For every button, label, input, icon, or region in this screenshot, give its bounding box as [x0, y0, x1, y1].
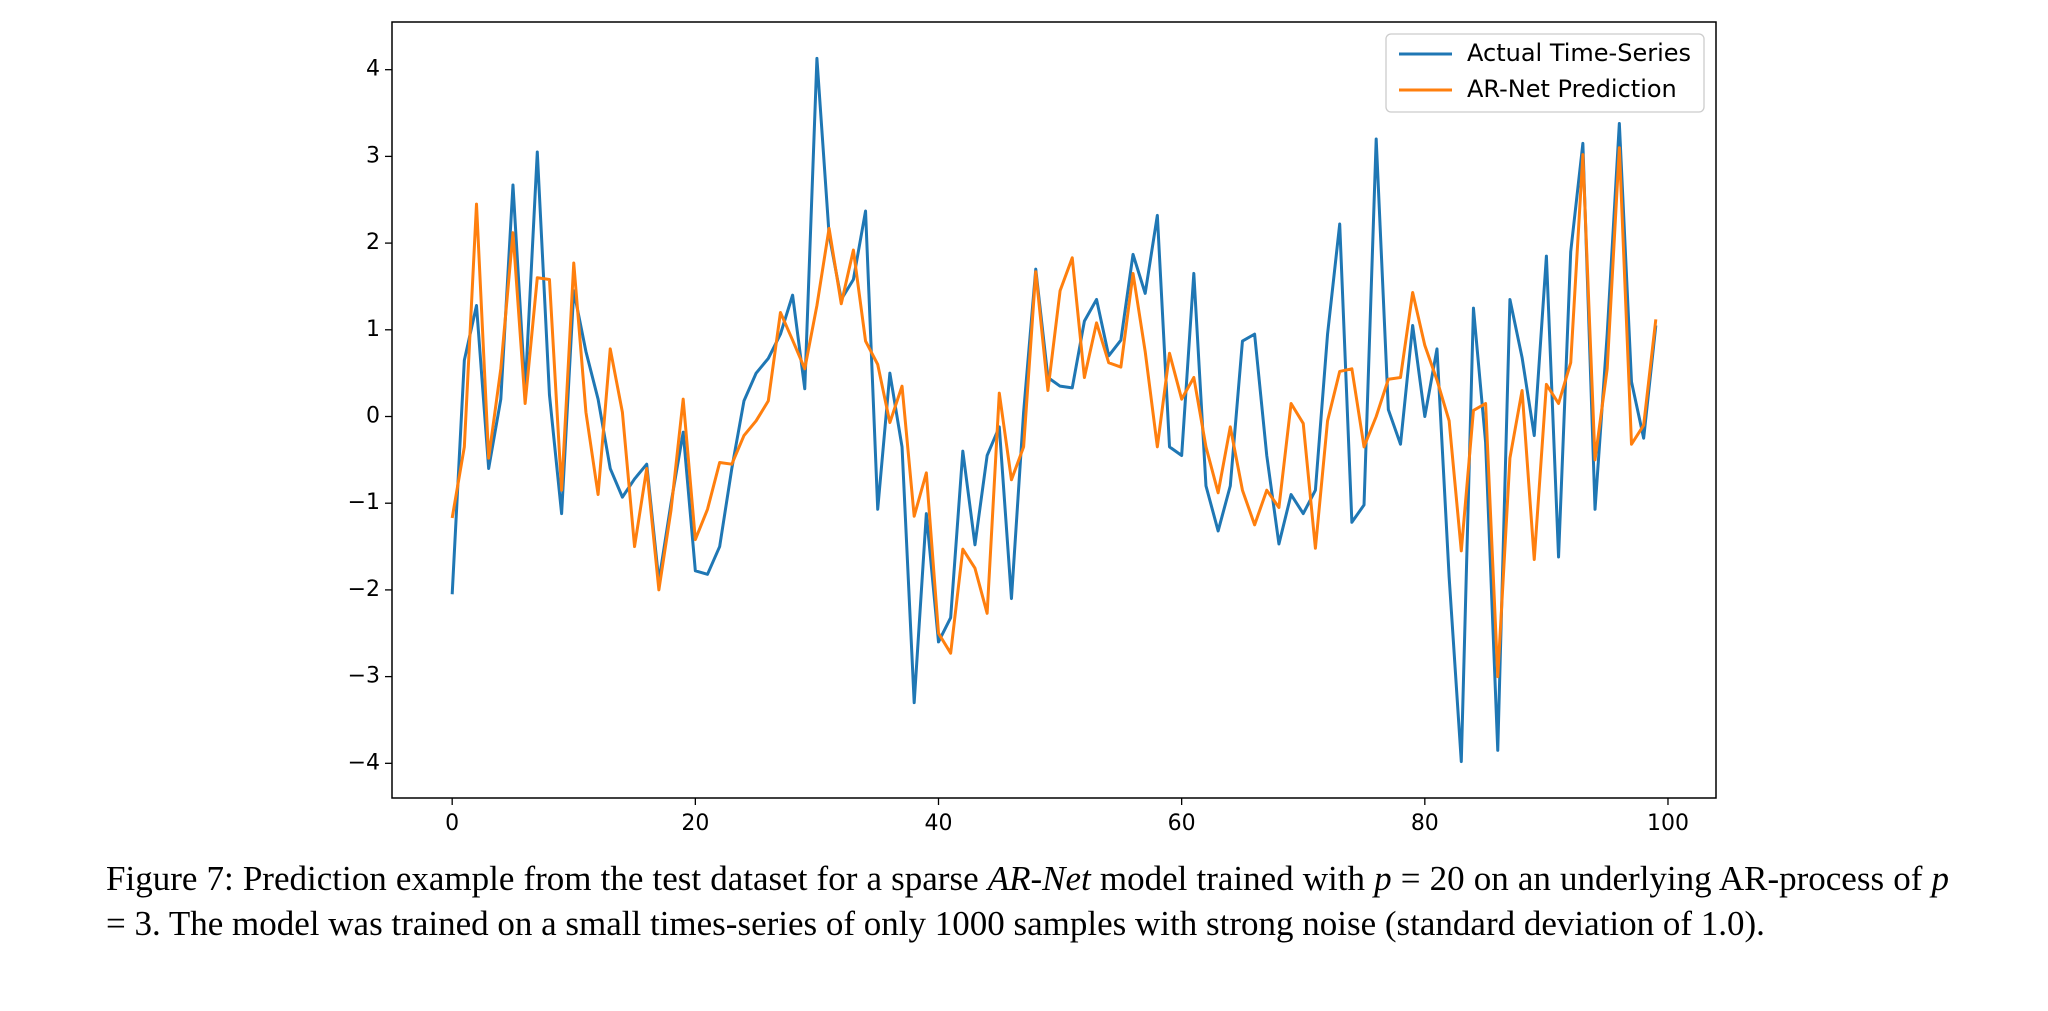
y-tick-label: 0: [366, 404, 380, 429]
series-line: [450, 146, 1658, 679]
caption-segment: AR-Net: [987, 859, 1091, 898]
y-tick-label: −1: [348, 490, 380, 515]
y-tick-label: −3: [348, 664, 380, 689]
caption-segment: p: [1374, 859, 1392, 898]
x-tick-label: 0: [445, 811, 459, 836]
caption-segment: p: [1931, 859, 1950, 898]
plot-frame: [391, 21, 1717, 799]
y-tick-label: −4: [348, 750, 380, 775]
y-tick-label: 3: [366, 143, 380, 168]
x-tick-label: 20: [681, 811, 709, 836]
y-tick-label: 2: [366, 230, 380, 255]
legend-label: AR-Net Prediction: [1467, 75, 1677, 103]
caption-segment: = 20 on an underlying AR-process of: [1391, 859, 1932, 898]
x-tick-label: 80: [1411, 811, 1439, 836]
caption-segment: Figure 7: Prediction example from the te…: [106, 859, 988, 898]
y-tick-label: 4: [366, 57, 380, 82]
legend-label: Actual Time-Series: [1467, 39, 1691, 67]
caption-segment: = 3. The model was trained on a small ti…: [106, 904, 1765, 943]
caption: Figure 7: Prediction example from the te…: [106, 856, 1949, 946]
x-tick-label: 60: [1168, 811, 1196, 836]
y-tick-label: −2: [348, 577, 380, 602]
x-tick-label: 40: [924, 811, 952, 836]
caption-segment: model trained with: [1090, 859, 1375, 898]
legend-box: [1385, 33, 1705, 113]
x-tick-label: 100: [1647, 811, 1689, 836]
y-tick-label: 1: [366, 317, 380, 342]
legend: Actual Time-Series AR-Net Prediction: [1385, 33, 1705, 113]
